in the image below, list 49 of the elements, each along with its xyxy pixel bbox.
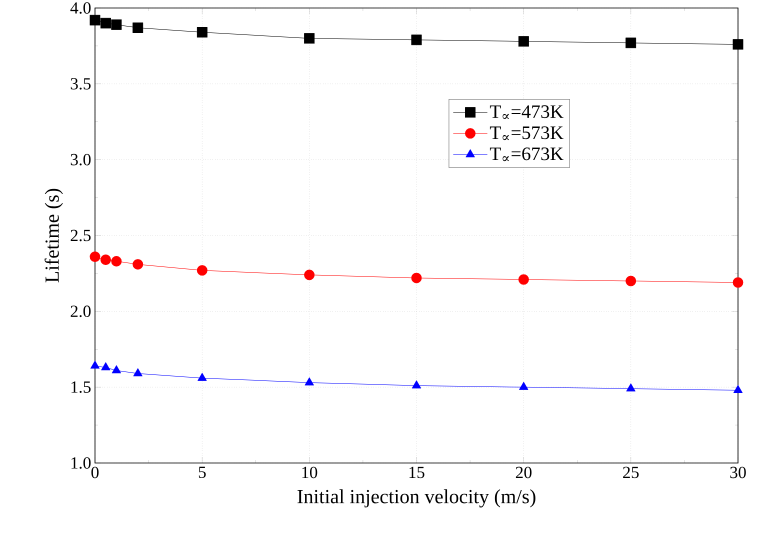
y-tick-label: 1.0 xyxy=(72,457,91,469)
legend-label: T$_{∝}$=473K xyxy=(490,105,564,120)
point xyxy=(519,382,528,390)
point xyxy=(90,251,100,262)
point xyxy=(626,383,636,392)
x-tick-label: 20 xyxy=(516,466,532,478)
point xyxy=(90,14,100,26)
point xyxy=(411,272,422,284)
point xyxy=(626,38,636,48)
x-axis-title: Initial injection velocity (m/s) xyxy=(298,489,536,508)
point xyxy=(518,36,529,47)
point xyxy=(196,265,208,276)
x-tick-label: 15 xyxy=(409,466,424,478)
point xyxy=(412,380,422,388)
x-tick-label: 0 xyxy=(91,466,99,478)
point xyxy=(732,39,744,50)
point xyxy=(101,362,110,370)
point xyxy=(111,19,122,30)
point xyxy=(90,360,100,369)
x-tick-label: 25 xyxy=(623,466,639,478)
point xyxy=(518,274,529,285)
y-tick-label: 2.5 xyxy=(70,230,91,242)
point xyxy=(133,368,142,376)
y-tick-label: 4.0 xyxy=(70,2,91,14)
x-tick-label: 5 xyxy=(198,466,206,478)
point xyxy=(304,270,315,280)
point xyxy=(626,276,636,286)
x-tick-label: 10 xyxy=(302,466,318,478)
point xyxy=(111,256,122,267)
point xyxy=(132,259,144,270)
point xyxy=(132,22,144,33)
x-tick-label: 30 xyxy=(730,466,746,478)
y-tick-label: 2.0 xyxy=(70,306,91,318)
point xyxy=(733,384,743,393)
point xyxy=(100,254,111,266)
point xyxy=(304,377,314,386)
legend-label: T$_{∝}$=673K xyxy=(490,147,564,162)
y-axis-title: Lifetime (s) xyxy=(44,188,63,282)
y-tick-label: 3.0 xyxy=(70,154,91,166)
point xyxy=(732,277,744,288)
point xyxy=(100,18,111,28)
point xyxy=(112,365,122,374)
legend-label: T$_{∝}$=573K xyxy=(490,126,564,140)
y-tick-label: 1.5 xyxy=(72,381,91,393)
point xyxy=(411,34,422,46)
point xyxy=(304,33,315,44)
point xyxy=(198,372,207,381)
y-tick-label: 3.5 xyxy=(70,78,91,90)
point xyxy=(196,27,208,38)
